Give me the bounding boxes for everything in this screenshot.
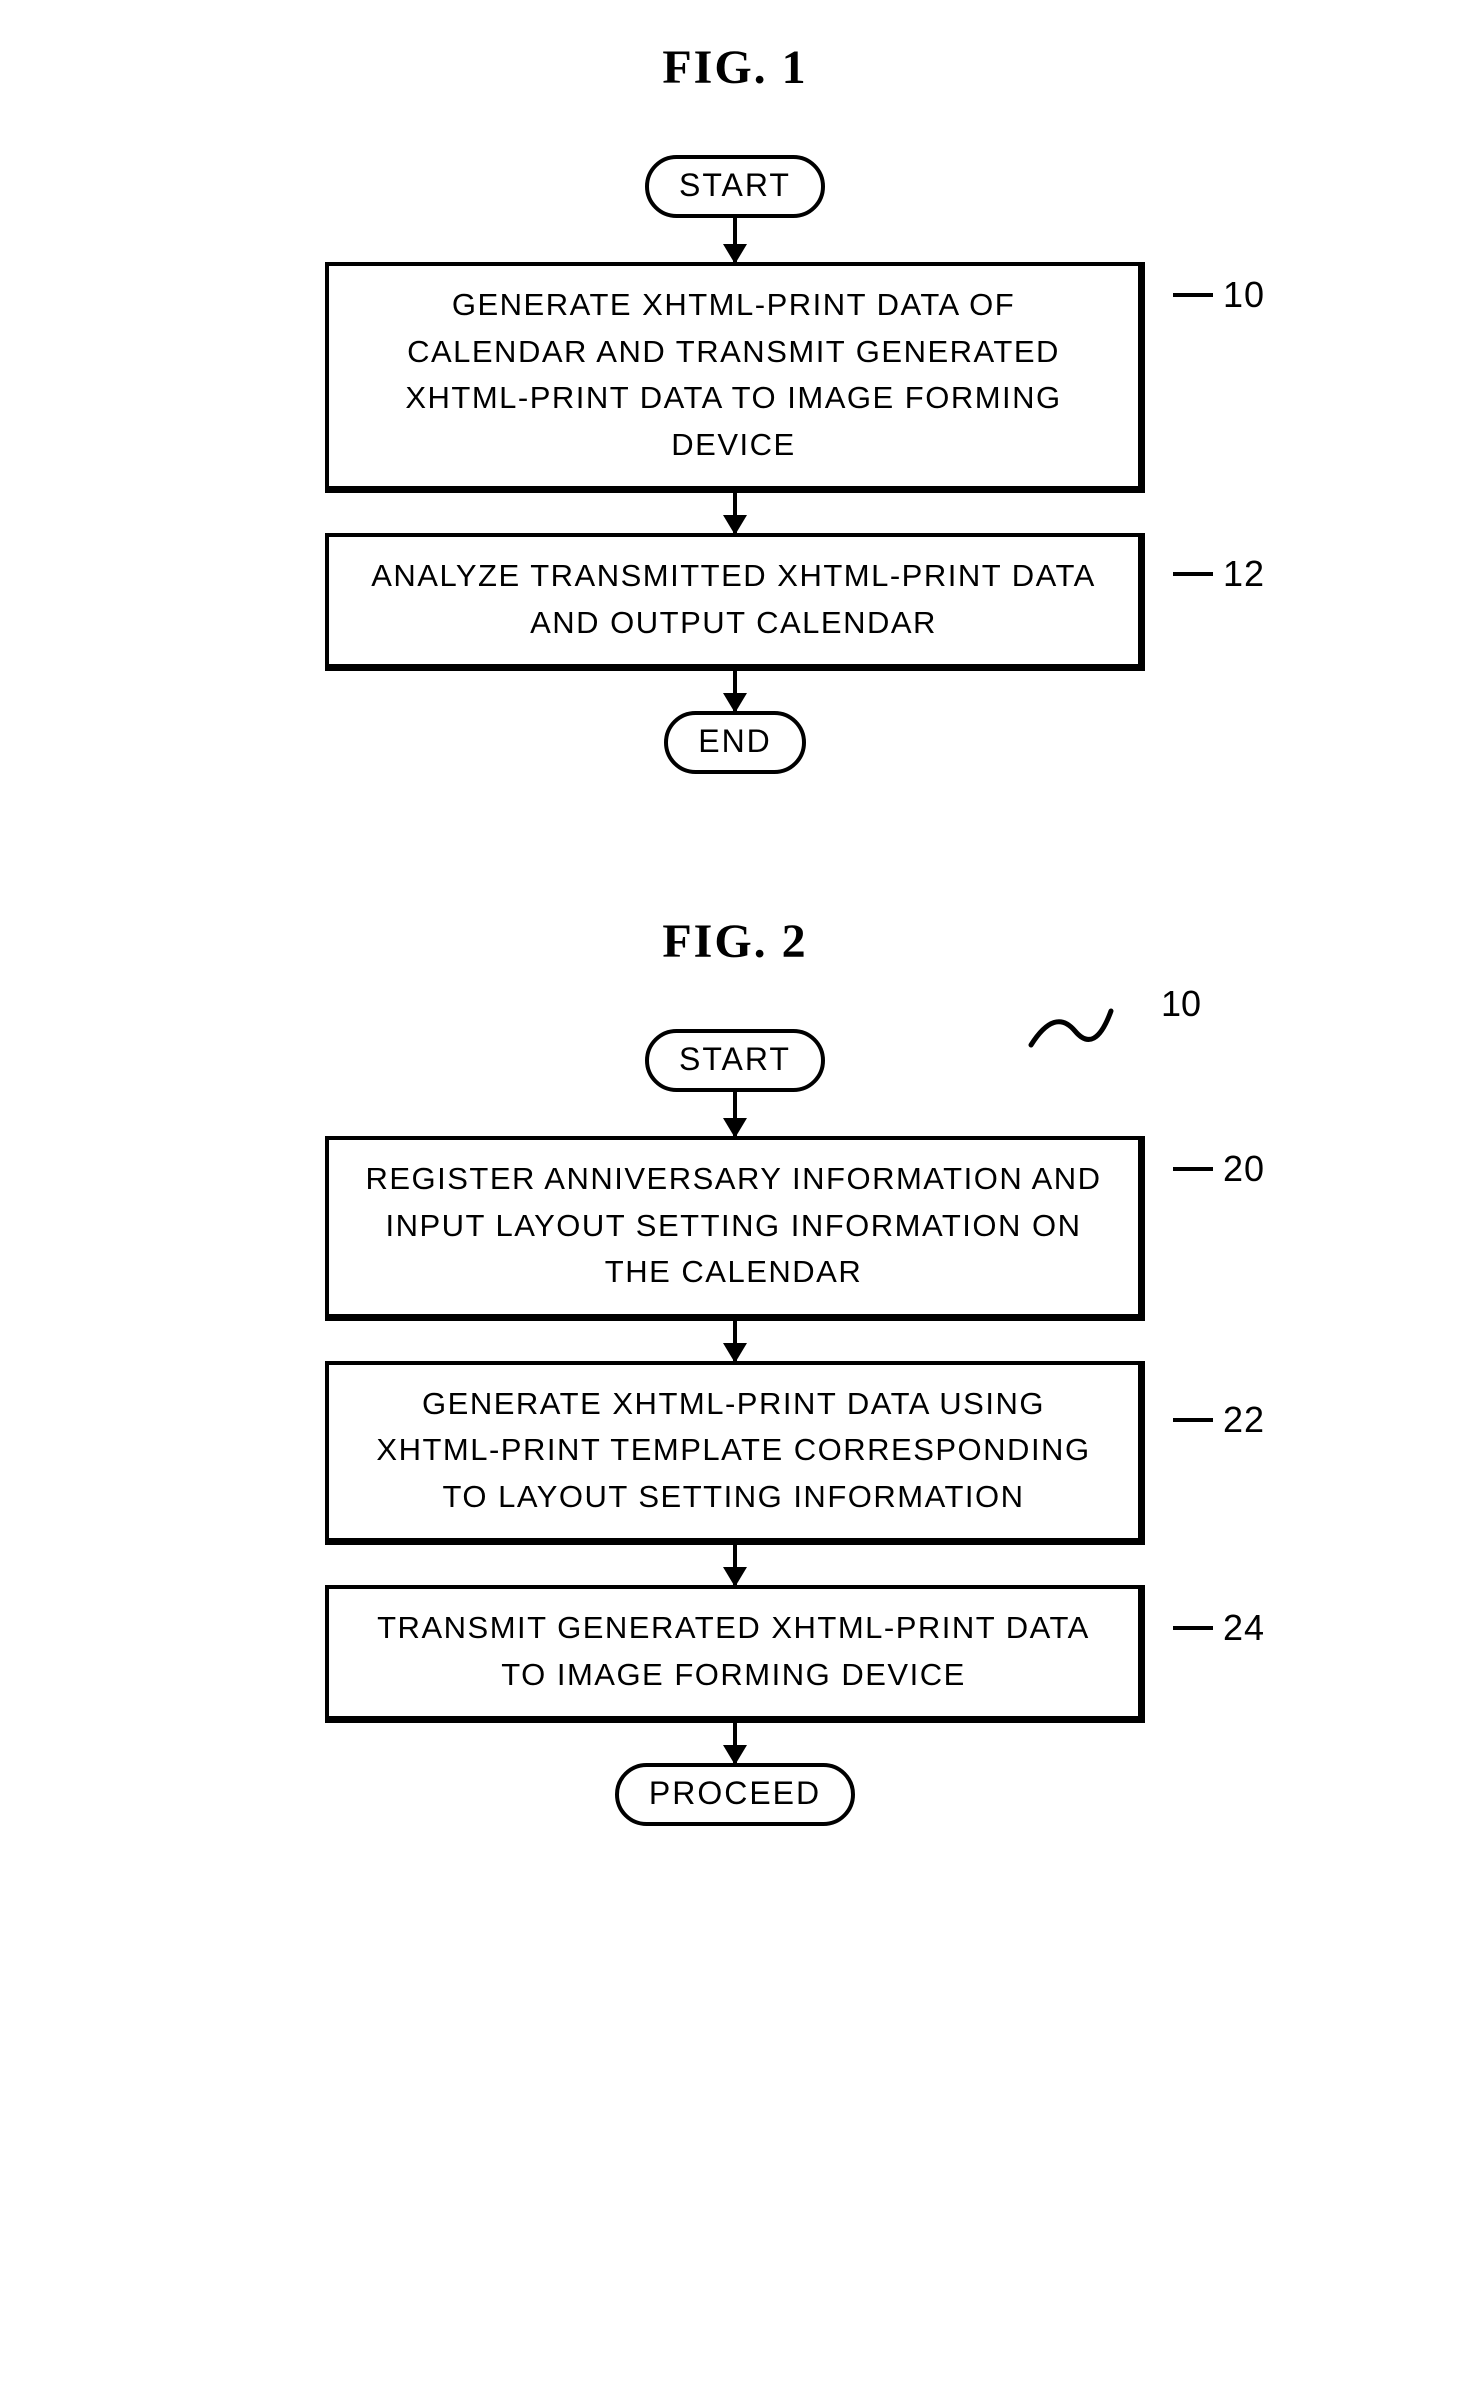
arrow xyxy=(733,1092,737,1136)
arrow xyxy=(733,671,737,711)
fig2-topref-text: 10 xyxy=(1161,983,1201,1025)
squiggle-icon xyxy=(1025,997,1145,1057)
fig1-step-10-row: GENERATE XHTML-PRINT DATA OF CALENDAR AN… xyxy=(325,262,1145,493)
fig2-step-20-row: REGISTER ANNIVERSARY INFORMATION AND INP… xyxy=(325,1136,1145,1321)
ref-tick xyxy=(1173,572,1213,576)
ref-tick xyxy=(1173,293,1213,297)
fig2-step-22: GENERATE XHTML-PRINT DATA USING XHTML-PR… xyxy=(325,1361,1145,1546)
fig2-end: PROCEED xyxy=(615,1763,855,1826)
fig2-start: START xyxy=(645,1029,825,1092)
ref-tick xyxy=(1173,1626,1213,1630)
arrow xyxy=(733,493,737,533)
ref-tick xyxy=(1173,1167,1213,1171)
ref-10-text: 10 xyxy=(1223,274,1265,316)
figure-1: FIG. 1 START GENERATE XHTML-PRINT DATA O… xyxy=(235,40,1235,774)
fig2-start-row: START 10 xyxy=(235,1029,1235,1092)
arrow xyxy=(733,1545,737,1585)
ref-12-text: 12 xyxy=(1223,553,1265,595)
ref-20: 20 xyxy=(1173,1148,1265,1190)
arrow xyxy=(733,218,737,262)
figure-2: FIG. 2 START 10 REGISTER ANNIVERSARY INF… xyxy=(235,914,1235,1826)
ref-24-text: 24 xyxy=(1223,1607,1265,1649)
arrow xyxy=(733,1723,737,1763)
fig1-step-10: GENERATE XHTML-PRINT DATA OF CALENDAR AN… xyxy=(325,262,1145,493)
fig2-step-24: TRANSMIT GENERATED XHTML-PRINT DATA TO I… xyxy=(325,1585,1145,1723)
ref-22-text: 22 xyxy=(1223,1399,1265,1441)
arrow xyxy=(733,1321,737,1361)
ref-20-text: 20 xyxy=(1223,1148,1265,1190)
ref-12: 12 xyxy=(1173,553,1265,595)
ref-10: 10 xyxy=(1173,274,1265,316)
fig2-step-20: REGISTER ANNIVERSARY INFORMATION AND INP… xyxy=(325,1136,1145,1321)
fig2-step-22-row: GENERATE XHTML-PRINT DATA USING XHTML-PR… xyxy=(325,1361,1145,1546)
ref-22: 22 xyxy=(1173,1399,1265,1441)
fig1-start: START xyxy=(645,155,825,218)
fig1-step-12: ANALYZE TRANSMITTED XHTML-PRINT DATA AND… xyxy=(325,533,1145,671)
ref-tick xyxy=(1173,1418,1213,1422)
fig2-topref: 10 xyxy=(1025,997,1145,1068)
figure-2-title: FIG. 2 xyxy=(662,914,807,969)
ref-24: 24 xyxy=(1173,1607,1265,1649)
fig1-step-12-row: ANALYZE TRANSMITTED XHTML-PRINT DATA AND… xyxy=(325,533,1145,671)
figure-1-title: FIG. 1 xyxy=(662,40,807,95)
fig2-step-24-row: TRANSMIT GENERATED XHTML-PRINT DATA TO I… xyxy=(325,1585,1145,1723)
fig1-end: END xyxy=(664,711,806,774)
